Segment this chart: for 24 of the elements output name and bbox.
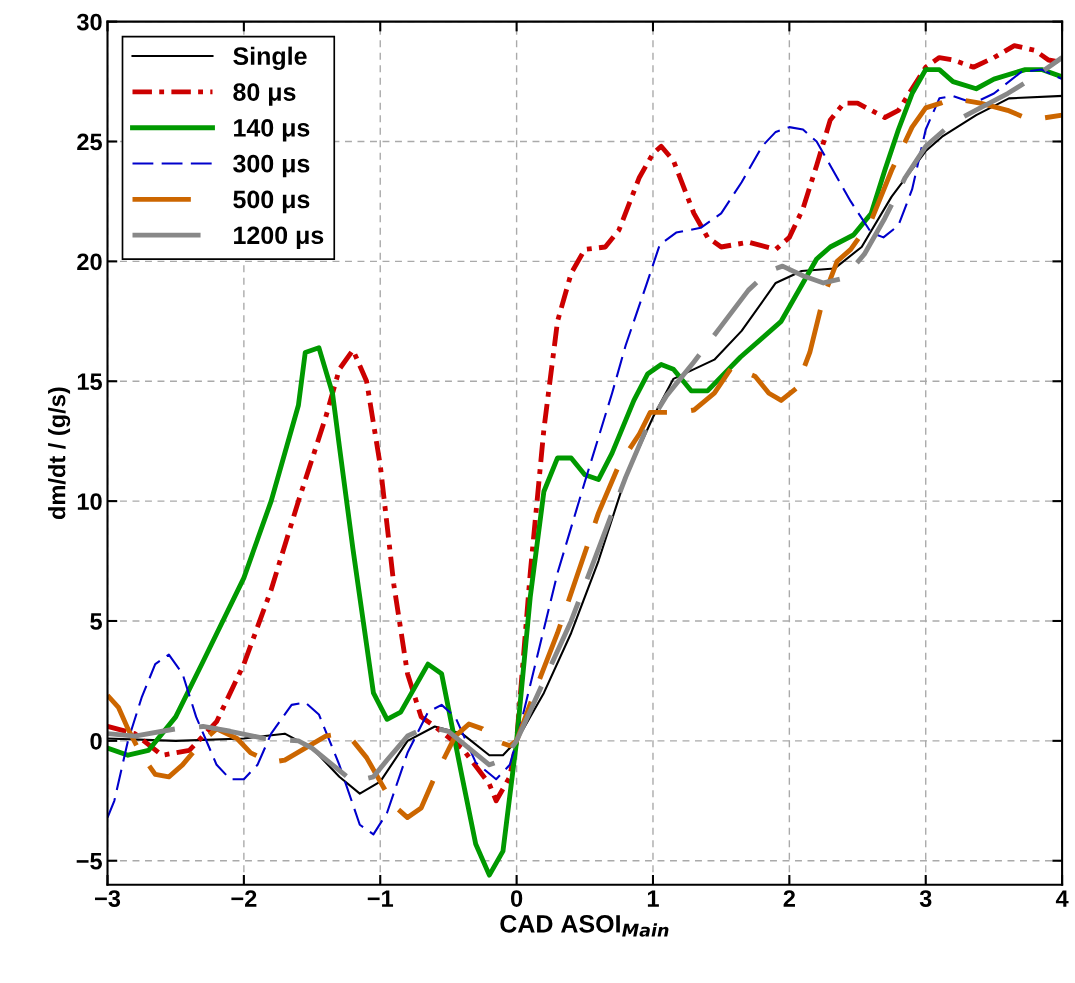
legend-label: 300 μs <box>233 154 310 178</box>
legend-label: 80 μs <box>233 83 296 106</box>
x-axis-title: CAD ASOI$_{Main}$ <box>500 914 669 937</box>
x-tick-label: 2 <box>783 890 795 907</box>
x-tick-label: −1 <box>367 890 394 907</box>
y-tick-label: 0 <box>90 732 102 750</box>
x-tick-label: 3 <box>919 890 932 907</box>
y-tick-label: 30 <box>76 13 102 31</box>
y-tick-label: 20 <box>77 253 102 271</box>
legend-label: 140 μs <box>234 119 310 142</box>
legend-label: Single <box>233 46 307 71</box>
y-tick-label: 15 <box>77 373 102 391</box>
y-tick-label: 10 <box>77 493 102 510</box>
legend-label: 1200 μs <box>234 226 324 249</box>
y-axis-title: dm/dt / (g/s) <box>48 387 71 520</box>
legend-label: 500 μs <box>233 190 310 214</box>
y-tick-label: −5 <box>76 853 102 870</box>
x-tick-label: −2 <box>231 890 257 907</box>
x-tick-label: −3 <box>95 890 121 907</box>
x-tick-label: 0 <box>510 890 523 907</box>
x-tick-label: 1 <box>647 890 659 907</box>
x-tick-label: 4 <box>1055 890 1069 907</box>
y-tick-label: 5 <box>90 613 102 630</box>
y-tick-label: 25 <box>77 133 102 151</box>
